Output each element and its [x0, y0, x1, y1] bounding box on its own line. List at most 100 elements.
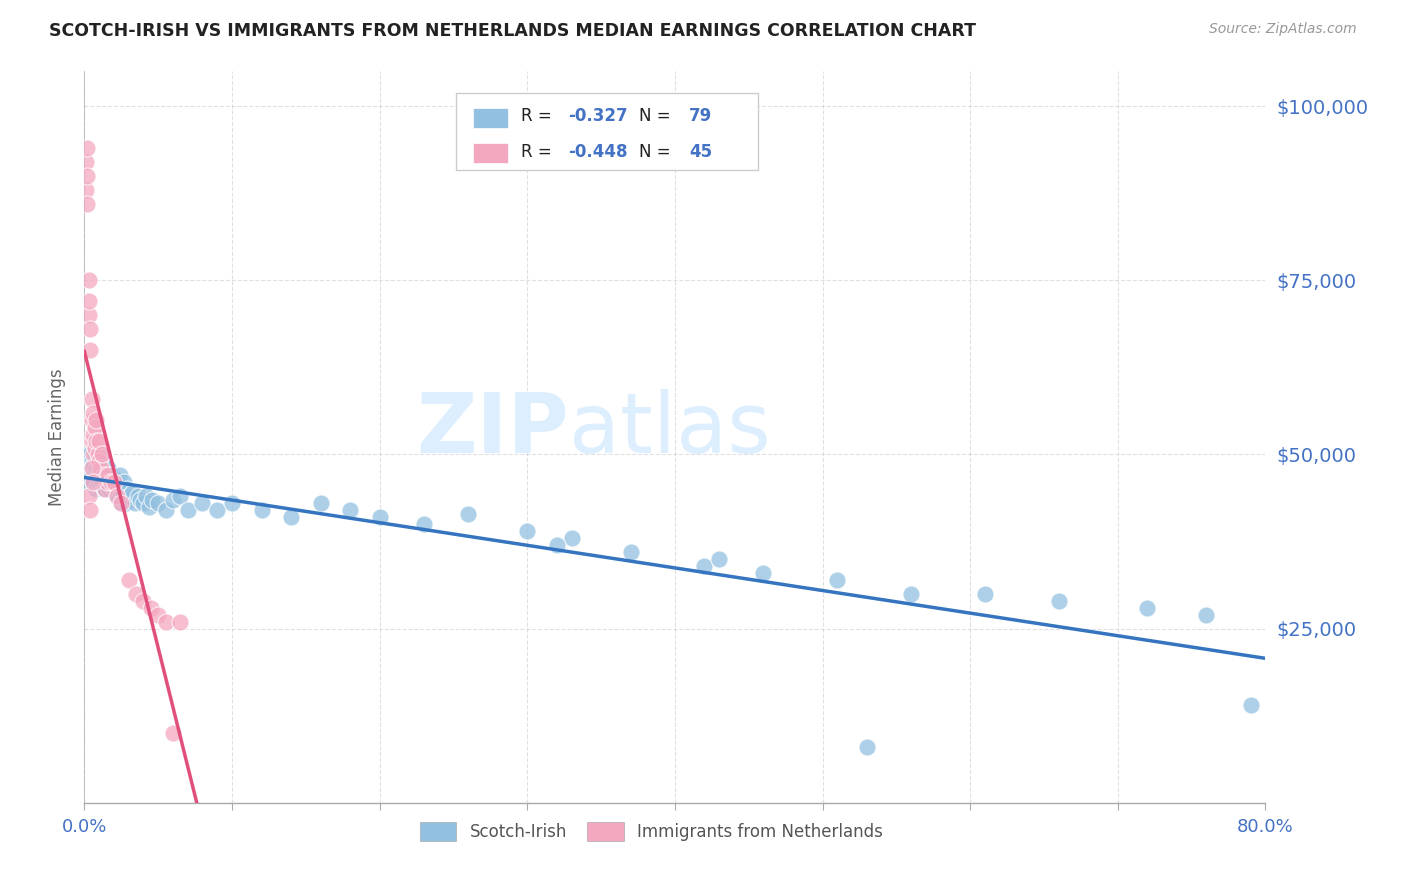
Point [138, 500, 160, 514]
Point [129, 492, 152, 507]
Point [83, 448, 105, 462]
Text: Source: ZipAtlas.com: Source: ZipAtlas.com [1209, 22, 1357, 37]
Point [87, 461, 111, 475]
Point [82, 475, 104, 490]
Point [98, 483, 121, 497]
Point [84, 461, 107, 475]
Point [709, 552, 731, 566]
Point [110, 496, 132, 510]
Point [121, 485, 143, 500]
Point [141, 492, 163, 507]
Point [105, 489, 128, 503]
Point [82, 448, 104, 462]
Point [620, 545, 643, 559]
Point [87, 454, 111, 468]
FancyBboxPatch shape [457, 94, 758, 170]
Point [100, 475, 122, 490]
Point [103, 483, 125, 497]
Point [87, 434, 111, 448]
Point [90, 448, 112, 462]
Point [97, 461, 120, 475]
Point [100, 468, 122, 483]
Point [457, 507, 479, 521]
Point [93, 461, 115, 475]
Point [309, 496, 332, 510]
Point [79, 448, 101, 462]
Text: -0.327: -0.327 [568, 107, 628, 126]
Point [250, 503, 273, 517]
Point [110, 496, 132, 510]
Point [115, 483, 138, 497]
Point [900, 587, 922, 601]
Text: 79: 79 [689, 107, 713, 126]
Point [135, 489, 157, 503]
Point [86, 468, 108, 483]
Text: -0.448: -0.448 [568, 143, 628, 161]
Point [96, 472, 118, 486]
Point [80, 392, 103, 406]
Point [221, 496, 243, 510]
Point [139, 600, 162, 615]
Point [87, 475, 111, 490]
Text: R =: R = [522, 143, 553, 161]
Point [82, 426, 104, 441]
Point [75, 461, 97, 475]
Text: 45: 45 [689, 143, 713, 161]
Point [148, 607, 170, 622]
Point [111, 485, 134, 500]
Text: R =: R = [522, 107, 553, 126]
Point [75, 183, 97, 197]
Point [1136, 600, 1159, 615]
Point [82, 475, 104, 490]
Point [80, 434, 103, 448]
Point [108, 468, 131, 483]
Point [125, 587, 148, 601]
Point [76, 196, 98, 211]
Point [77, 454, 100, 468]
Point [114, 496, 136, 510]
Point [339, 503, 361, 517]
Point [94, 483, 117, 497]
Point [107, 483, 129, 497]
Point [561, 531, 583, 545]
Text: ZIP: ZIP [416, 389, 568, 470]
Point [77, 489, 100, 503]
Point [82, 458, 104, 472]
Legend: Scotch-Irish, Immigrants from Netherlands: Scotch-Irish, Immigrants from Netherland… [412, 814, 891, 849]
Y-axis label: Median Earnings: Median Earnings [48, 368, 66, 506]
Point [94, 468, 117, 483]
Point [96, 475, 118, 490]
Point [856, 740, 879, 755]
Point [169, 489, 191, 503]
Point [103, 475, 125, 490]
Text: N =: N = [640, 107, 671, 126]
Text: SCOTCH-IRISH VS IMMIGRANTS FROM NETHERLANDS MEDIAN EARNINGS CORRELATION CHART: SCOTCH-IRISH VS IMMIGRANTS FROM NETHERLA… [49, 22, 976, 40]
Point [124, 496, 146, 510]
Point [90, 461, 112, 475]
Point [93, 483, 115, 497]
Point [169, 615, 191, 629]
Point [368, 510, 391, 524]
Point [84, 412, 107, 426]
Point [118, 573, 141, 587]
Point [827, 573, 849, 587]
Point [1047, 594, 1070, 608]
Point [77, 475, 100, 490]
Point [76, 468, 98, 483]
Point [97, 468, 120, 483]
Point [86, 448, 108, 462]
Point [177, 503, 200, 517]
Point [80, 468, 103, 483]
Point [155, 503, 177, 517]
Point [693, 558, 716, 573]
Text: N =: N = [640, 143, 671, 161]
Point [1240, 698, 1263, 713]
Point [90, 465, 112, 479]
Point [148, 496, 170, 510]
Point [83, 465, 105, 479]
Point [191, 496, 214, 510]
Point [132, 594, 155, 608]
FancyBboxPatch shape [472, 143, 509, 163]
Point [80, 454, 103, 468]
Point [76, 169, 98, 183]
